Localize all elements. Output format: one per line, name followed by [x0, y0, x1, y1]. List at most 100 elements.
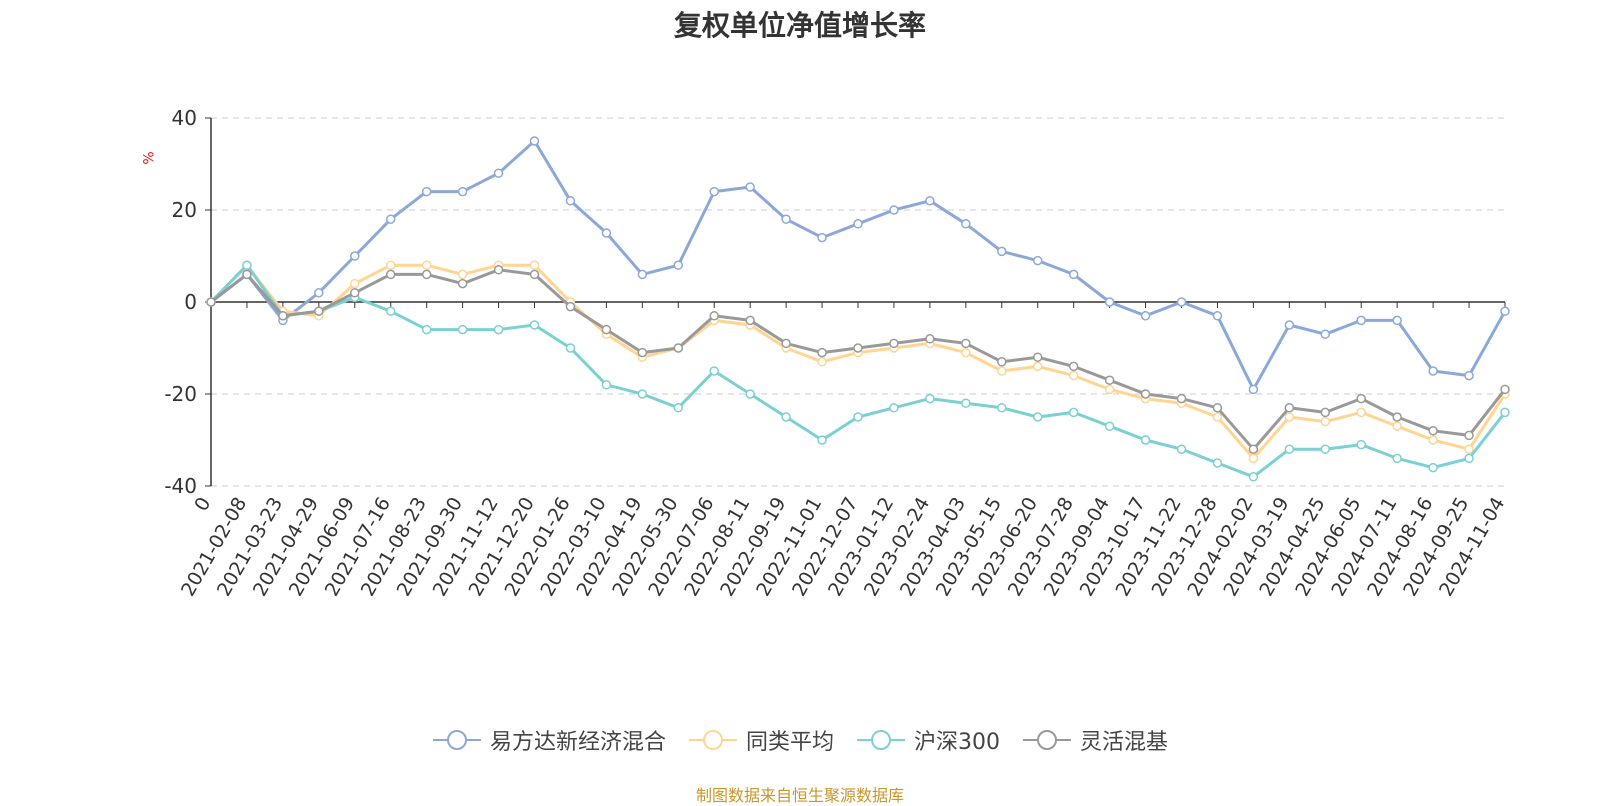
data-point	[565, 343, 576, 353]
chart-title: 复权单位净值增长率	[673, 9, 926, 42]
data-point	[817, 435, 827, 445]
data-point	[601, 380, 612, 390]
y-tick-label: -40	[164, 474, 197, 498]
data-point	[242, 260, 252, 270]
legend-line-circle-icon	[432, 730, 481, 750]
legend-item[interactable]: 灵活混基	[1022, 724, 1168, 756]
data-point	[853, 343, 863, 353]
legend-item[interactable]: 沪深300	[856, 724, 1000, 756]
y-tick-label: 20	[172, 198, 197, 222]
data-point	[1320, 407, 1331, 418]
data-point	[817, 347, 827, 358]
data-point	[673, 403, 684, 413]
legend-label: 易方达新经济混合	[489, 730, 666, 755]
data-point	[709, 311, 719, 321]
data-point	[1428, 462, 1438, 473]
data-point	[1428, 435, 1438, 445]
data-point	[1392, 421, 1402, 431]
data-point	[493, 324, 504, 335]
data-point	[601, 324, 612, 335]
data-point	[1428, 366, 1438, 376]
data-point	[350, 251, 360, 261]
data-point	[997, 357, 1007, 367]
data-point	[206, 297, 216, 307]
data-point	[1248, 444, 1259, 454]
data-point	[1356, 407, 1366, 418]
data-point	[385, 214, 396, 224]
data-point	[457, 186, 468, 197]
data-point	[493, 265, 504, 275]
data-point	[1464, 370, 1474, 381]
data-point	[242, 269, 252, 280]
data-point	[673, 260, 684, 270]
data-point	[1320, 329, 1331, 339]
data-point	[278, 311, 288, 321]
data-point	[853, 219, 863, 229]
data-point	[1248, 384, 1259, 395]
data-point	[1284, 412, 1295, 422]
data-point	[745, 182, 755, 192]
data-point	[853, 412, 863, 422]
y-tick-label: 0	[184, 290, 197, 314]
series-line-1	[209, 263, 1507, 460]
legend-item[interactable]: 同类平均	[688, 724, 834, 756]
data-point	[1212, 458, 1223, 468]
data-point	[1176, 393, 1187, 404]
data-point	[1212, 412, 1223, 422]
data-point	[1068, 370, 1079, 381]
legend-line-circle-icon	[1023, 730, 1071, 750]
line-chart: 40200-20-4002021-02-082021-03-232021-04-…	[164, 106, 1510, 600]
data-point	[1356, 393, 1366, 404]
data-point	[997, 246, 1007, 257]
data-point	[961, 338, 971, 349]
legend-line-circle-icon	[688, 730, 737, 750]
data-point	[1068, 269, 1079, 280]
data-point	[1320, 444, 1331, 454]
data-point	[529, 136, 540, 146]
data-point	[1140, 435, 1151, 445]
legend-item[interactable]: 易方达新经济混合	[432, 724, 666, 756]
source-note: 制图数据来自恒生聚源数据库	[695, 786, 904, 805]
data-point	[637, 347, 648, 358]
data-point	[350, 288, 360, 298]
data-point	[781, 412, 791, 422]
data-point	[350, 278, 360, 289]
data-point	[889, 403, 899, 413]
legend-line-circle-icon	[857, 730, 905, 750]
data-point	[889, 338, 899, 349]
data-point	[457, 324, 468, 335]
data-point	[961, 219, 971, 229]
data-point	[421, 324, 432, 335]
data-point	[1284, 403, 1295, 413]
data-point	[385, 306, 396, 316]
data-point	[565, 301, 576, 312]
data-point	[817, 232, 827, 243]
data-point	[421, 186, 432, 197]
data-point	[745, 315, 755, 326]
data-point	[673, 343, 684, 353]
data-point	[385, 260, 396, 270]
data-point	[1104, 297, 1115, 307]
data-point	[1212, 311, 1223, 321]
data-point	[997, 366, 1007, 376]
data-point	[457, 278, 468, 289]
data-point	[1032, 352, 1043, 362]
data-point	[1356, 315, 1366, 326]
data-point	[1068, 407, 1079, 418]
data-point	[529, 320, 540, 330]
legend-label: 同类平均	[745, 730, 834, 755]
data-point	[314, 306, 324, 316]
data-point	[1248, 453, 1259, 464]
series-line-2	[209, 263, 1507, 479]
data-point	[997, 403, 1007, 413]
data-point	[1212, 403, 1223, 413]
data-point	[1464, 430, 1474, 441]
y-tick-label: -20	[164, 382, 197, 406]
y-tick-label: 40	[172, 106, 197, 130]
data-point	[925, 196, 935, 206]
data-point	[421, 260, 432, 270]
data-point	[1500, 407, 1510, 418]
data-point	[493, 168, 504, 178]
series-line-3	[210, 268, 1507, 451]
data-point	[709, 186, 719, 197]
